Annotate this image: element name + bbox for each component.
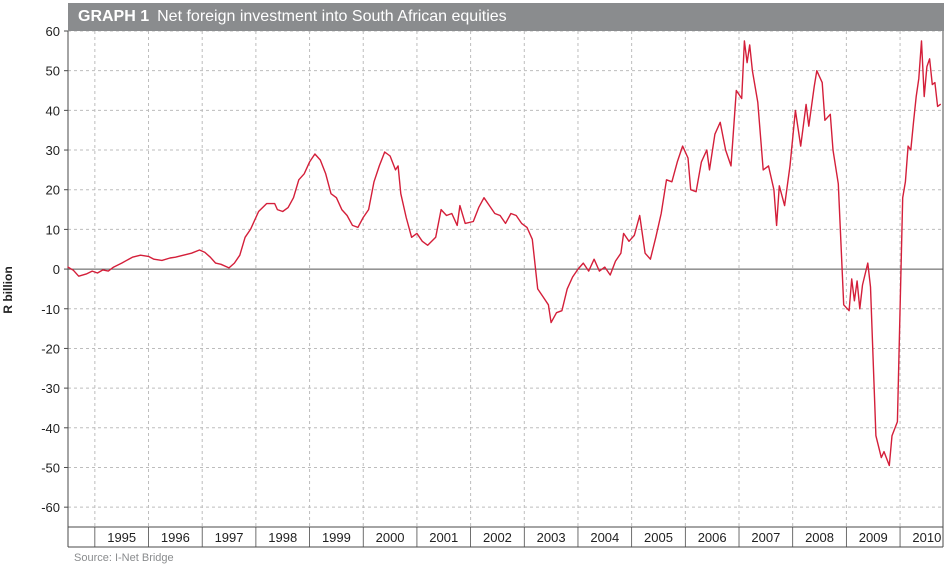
plot-frame	[64, 30, 944, 548]
x-tick-label: 2004	[590, 530, 619, 545]
y-tick-label: -30	[41, 381, 60, 396]
chart-title-bar: GRAPH 1 Net foreign investment into South…	[68, 3, 944, 31]
x-tick-label: 2005	[644, 530, 673, 545]
y-tick-label: -40	[41, 421, 60, 436]
x-tick-label: 2007	[751, 530, 780, 545]
x-tick-label: 2006	[698, 530, 727, 545]
y-tick-label: 40	[46, 103, 60, 118]
source-note: Source: I-Net Bridge	[74, 552, 174, 564]
y-tick-label: 10	[46, 222, 60, 237]
x-tick-label: 2001	[429, 530, 458, 545]
x-tick-label: 2008	[805, 530, 834, 545]
y-tick-label: 20	[46, 183, 60, 198]
x-tick-label: 1999	[322, 530, 351, 545]
y-tick-label: 30	[46, 143, 60, 158]
x-tick-label: 2000	[376, 530, 405, 545]
x-tick-label: 2010	[912, 530, 941, 545]
y-tick-label: -60	[41, 500, 60, 515]
x-tick-label: 2003	[537, 530, 566, 545]
x-tick-label: 1998	[268, 530, 297, 545]
x-tick-label: 1997	[215, 530, 244, 545]
x-tick-label: 2009	[859, 530, 888, 545]
y-axis-ticks: 60 50 40 30 20 10 0 -10 -20 -30 -40 -50 -60	[41, 24, 60, 515]
series-layer	[67, 40, 941, 467]
y-tick-label: 50	[46, 64, 60, 79]
y-axis-label: R billion	[1, 266, 15, 313]
x-axis-ticks: 1995 1996 1997 1998 1999 2000 2001 2002 2003 2004…	[94, 527, 941, 547]
y-tick-label: 0	[53, 262, 60, 277]
y-tick-label: -10	[41, 302, 60, 317]
y-tick-label: -50	[41, 460, 60, 475]
chart-title: Net foreign investment into South Africa…	[157, 8, 507, 25]
chart-title-number: GRAPH 1	[78, 8, 150, 25]
x-tick-label: 2002	[483, 530, 512, 545]
x-tick-label: 1996	[161, 530, 190, 545]
grid-lines	[68, 30, 943, 527]
y-tick-label: 60	[46, 24, 60, 39]
series-line	[67, 40, 941, 467]
y-tick-label: -20	[41, 341, 60, 356]
x-tick-label: 1995	[107, 530, 136, 545]
